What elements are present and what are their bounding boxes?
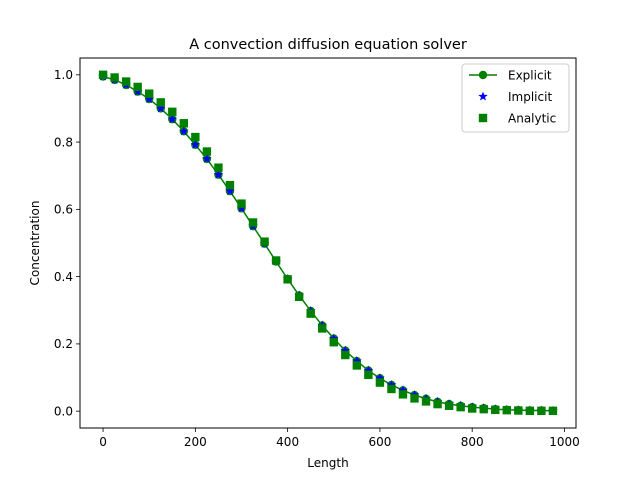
y-tick-label: 0.6 — [54, 203, 73, 217]
y-tick-label: 1.0 — [54, 68, 73, 82]
analytic-point — [110, 73, 119, 82]
legend-marker-explicit — [478, 70, 488, 80]
chart-title: A convection diffusion equation solver — [189, 37, 467, 53]
analytic-point — [514, 406, 523, 415]
analytic-point — [179, 119, 189, 128]
analytic-point — [145, 89, 154, 98]
analytic-point — [502, 405, 511, 415]
analytic-point — [364, 370, 373, 380]
analytic-point — [237, 199, 246, 208]
legend-marker-implicit — [478, 91, 488, 101]
implicit-point — [386, 379, 397, 389]
plot-frame — [79, 57, 577, 429]
x-axis-label: Length — [307, 456, 348, 470]
series-analytic — [98, 70, 558, 416]
analytic-point — [248, 218, 258, 227]
legend-label-implicit: Implicit — [508, 90, 552, 104]
implicit-point — [352, 356, 362, 366]
x-tick-label: 800 — [461, 435, 484, 449]
analytic-point — [318, 324, 327, 333]
analytic-point — [537, 406, 546, 416]
analytic-point — [444, 401, 454, 410]
implicit-point — [375, 373, 385, 383]
x-tick-label: 200 — [184, 435, 207, 449]
plot-series — [98, 70, 558, 416]
implicit-point — [236, 203, 247, 213]
implicit-point — [190, 139, 201, 149]
y-tick-label: 0.2 — [54, 337, 73, 351]
analytic-point — [421, 397, 431, 406]
analytic-point — [548, 406, 558, 416]
analytic-point — [410, 394, 419, 403]
analytic-point — [121, 77, 131, 86]
analytic-point — [341, 350, 350, 360]
implicit-point — [167, 114, 178, 124]
analytic-point — [491, 405, 500, 415]
analytic-point — [98, 70, 108, 80]
y-tick-label: 0.8 — [54, 135, 73, 149]
analytic-point — [271, 256, 281, 265]
implicit-point — [363, 365, 374, 375]
analytic-point — [375, 378, 385, 387]
axis-ticks: 0 200 400 600 800 1000 0.0 0.2 0.4 0.6 0.8 1.0 — [54, 68, 580, 449]
analytic-point — [156, 98, 165, 107]
implicit-point — [144, 94, 154, 104]
legend-box — [461, 63, 570, 133]
implicit-point — [202, 153, 212, 163]
analytic-point — [202, 147, 212, 156]
analytic-point — [168, 107, 177, 117]
implicit-point — [398, 385, 408, 395]
analytic-point — [398, 390, 408, 399]
implicit-point — [155, 103, 166, 113]
x-tick-label: 1000 — [549, 435, 580, 449]
y-tick-label: 0.4 — [54, 270, 73, 284]
implicit-point — [340, 345, 351, 355]
legend-label-analytic: Analytic — [508, 111, 556, 125]
analytic-point — [214, 163, 223, 172]
analytic-point — [467, 404, 477, 413]
explicit-line — [102, 75, 553, 412]
analytic-point — [225, 180, 235, 190]
analytic-point — [283, 275, 292, 284]
analytic-point — [525, 406, 535, 416]
analytic-point — [306, 309, 315, 318]
analytic-point — [479, 404, 488, 414]
analytic-point — [352, 361, 362, 370]
analytic-point — [133, 82, 142, 92]
analytic-point — [456, 402, 465, 412]
implicit-point — [179, 126, 189, 136]
legend-label-explicit: Explicit — [508, 68, 552, 82]
y-tick-label: 0.0 — [54, 404, 73, 418]
analytic-point — [191, 132, 200, 142]
implicit-point — [132, 86, 143, 96]
analytic-point — [433, 399, 442, 409]
x-tick-label: 400 — [276, 435, 299, 449]
analytic-point — [387, 384, 396, 394]
legend: Explicit Implicit Analytic — [461, 63, 570, 133]
x-tick-label: 0 — [99, 435, 107, 449]
analytic-point — [294, 292, 304, 302]
legend-marker-analytic — [478, 113, 488, 123]
y-axis-label: Concentration — [28, 201, 42, 286]
implicit-point — [225, 186, 235, 196]
analytic-point — [329, 338, 338, 347]
x-tick-label: 600 — [368, 435, 391, 449]
analytic-point — [260, 237, 269, 246]
implicit-point — [213, 169, 224, 179]
